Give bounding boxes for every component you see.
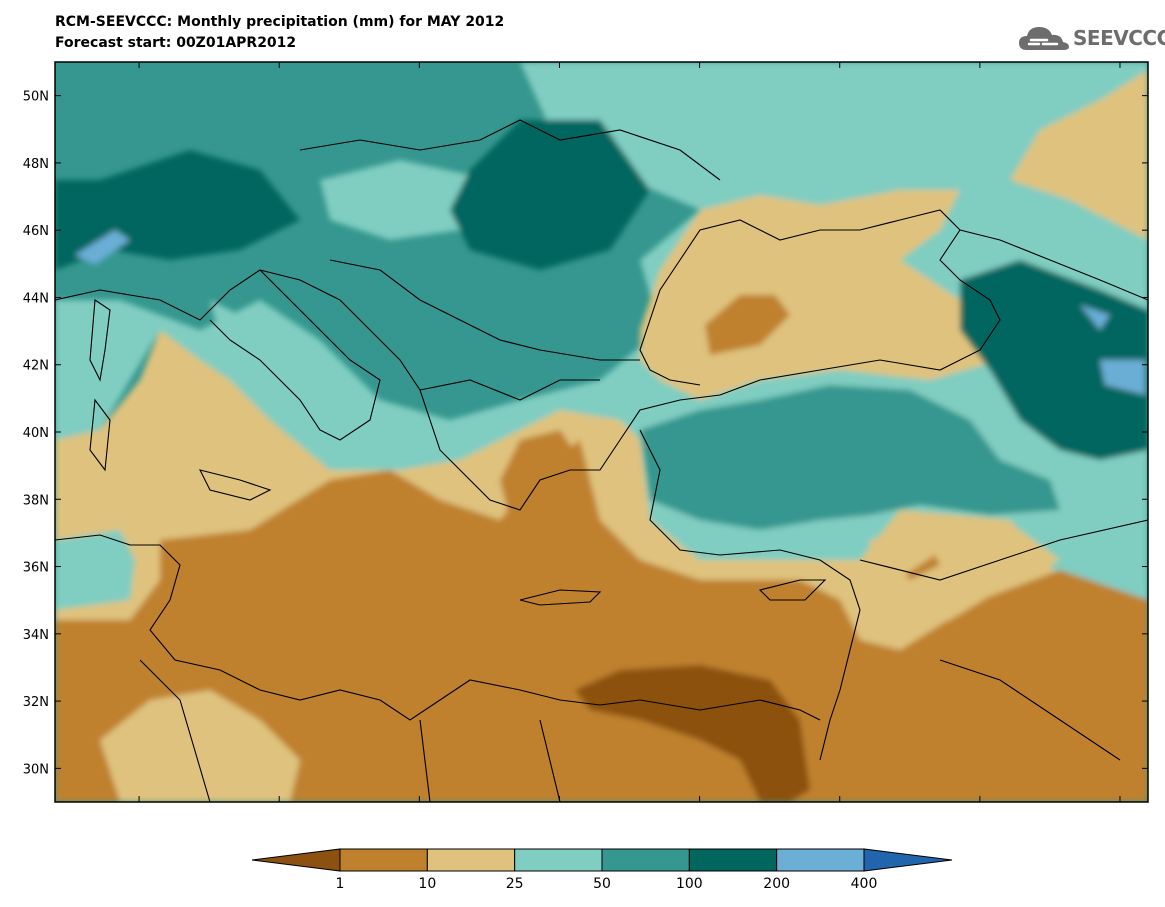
map-title: RCM-SEEVCCC: Monthly precipitation (mm) … (55, 14, 505, 30)
lat-label: 38N (23, 493, 49, 508)
cloud-icon (1019, 27, 1069, 50)
precipitation-map: 50N 48N 46N 44N 42N 40N 38N 36N 34N 32N 30N 10E15E… (23, 61, 1149, 803)
lat-label: 44N (23, 291, 49, 306)
forecast-start-label: Forecast start: 00Z01APR2012 (55, 35, 297, 51)
colorbar-label: 25 (506, 876, 524, 892)
colorbar-label: 400 (851, 876, 878, 892)
coastlines (55, 119, 1148, 802)
colorbar-label: 100 (676, 876, 703, 892)
lat-label: 40N (23, 426, 49, 441)
colorbar-swatch (426, 848, 516, 872)
lat-label: 48N (23, 157, 49, 172)
latitude-axis: 50N 48N 46N 44N 42N 40N 38N 36N 34N 32N 30N (23, 90, 1148, 777)
lat-label: 34N (23, 628, 49, 643)
colorbar-swatch (514, 848, 603, 872)
lat-label: 42N (23, 359, 49, 374)
lat-label: 30N (23, 762, 49, 777)
lat-label: 32N (23, 695, 49, 710)
colorbar-swatch (776, 848, 865, 872)
lat-label: 36N (23, 561, 49, 576)
longitude-axis: 10E15E20E25E30E35E40E45E (138, 62, 1121, 802)
lat-label: 46N (23, 224, 49, 239)
colorbar-swatch (688, 848, 778, 872)
colorbar-label: 1 (336, 876, 345, 892)
colorbar-swatch (863, 848, 953, 872)
lat-label: 50N (23, 90, 49, 105)
colorbar-label: 200 (763, 876, 790, 892)
colorbar-swatch (601, 848, 690, 872)
colorbar-swatch (251, 848, 341, 872)
logo-text: SEEVCCC (1073, 26, 1165, 50)
colorbar-swatch (339, 848, 428, 872)
seevccc-logo: SEEVCCC (1017, 22, 1165, 56)
colorbar-label: 50 (593, 876, 611, 892)
colorbar-label: 10 (418, 876, 436, 892)
precipitation-field (55, 62, 1148, 802)
